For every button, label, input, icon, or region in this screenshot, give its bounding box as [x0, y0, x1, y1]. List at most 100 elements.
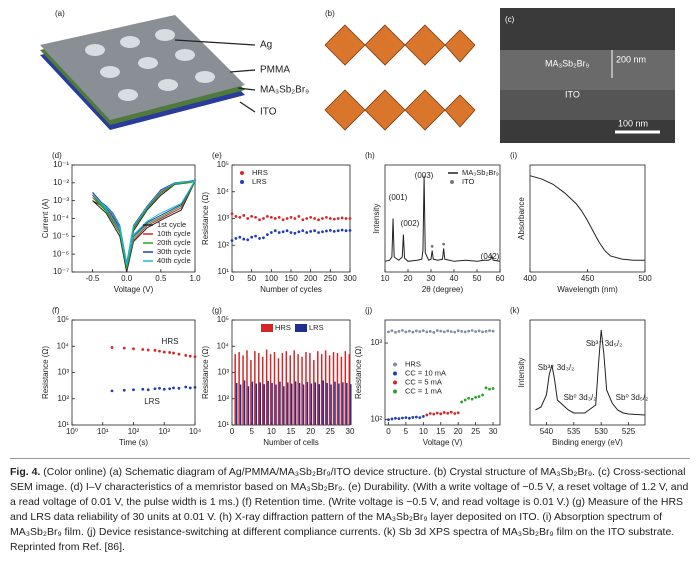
bar — [239, 384, 242, 425]
data-point — [488, 329, 491, 333]
x-tick-label: 25 — [471, 427, 480, 436]
data-point — [439, 329, 443, 333]
data-point — [177, 352, 181, 356]
data-point — [177, 386, 181, 390]
bar — [297, 354, 299, 425]
data-point — [387, 418, 390, 421]
data-point — [153, 387, 157, 391]
data-point — [266, 233, 269, 237]
series-line — [535, 329, 646, 416]
panel-label: (h) — [365, 151, 375, 160]
data-point — [184, 385, 188, 389]
data-point — [258, 218, 261, 222]
y-tick-label: 10⁻⁷ — [53, 267, 69, 276]
data-point — [463, 398, 467, 402]
bar — [340, 356, 343, 425]
y-tick-label: 10³ — [217, 368, 229, 377]
data-point — [141, 387, 145, 391]
y-axis-label: Resistance (Ω) — [201, 192, 210, 245]
data-point — [110, 346, 114, 349]
caption: Fig. 4. (Color online) (a) Schematic dia… — [10, 458, 690, 555]
layer-label: MA₃Sb₂Br₉ — [260, 85, 309, 96]
data-point — [281, 218, 285, 222]
data-point — [122, 388, 126, 392]
x-tick-label: 100 — [265, 274, 279, 283]
data-point — [188, 386, 192, 390]
data-point — [449, 410, 453, 414]
y-tick-label: 10⁻⁴ — [52, 214, 69, 223]
y-tick-label: 10² — [57, 394, 69, 403]
data-point — [305, 217, 309, 220]
x-tick-label: 20 — [454, 427, 463, 436]
data-point — [162, 350, 166, 354]
x-tick-label: 60 — [496, 274, 505, 283]
bar — [332, 352, 335, 425]
bar — [320, 354, 323, 425]
legend-label: 20th cycle — [157, 238, 191, 247]
bar — [338, 383, 340, 425]
y-tick-label: 10¹ — [57, 420, 69, 429]
data-point — [153, 348, 157, 352]
legend-label: CC = 1 mA — [405, 386, 442, 395]
legend-label: 10th cycle — [157, 229, 191, 238]
y-tick-label: 10¹ — [217, 420, 229, 429]
data-point — [439, 412, 443, 416]
y-tick-label: 10⁵ — [57, 315, 69, 324]
data-point — [230, 239, 234, 242]
bar — [285, 351, 288, 425]
bar — [281, 353, 284, 425]
bar — [234, 354, 236, 425]
data-point — [262, 236, 265, 240]
x-tick-label: 10 — [381, 274, 390, 283]
data-point — [277, 231, 281, 234]
legend-label: MA₃Sb₂Br₉ — [462, 168, 499, 177]
annotation: (002) — [401, 219, 420, 228]
bar — [242, 355, 244, 425]
x-tick-label: 450 — [581, 274, 595, 283]
bar — [318, 384, 321, 425]
bar — [246, 350, 248, 425]
data-point — [491, 329, 495, 333]
x-tick-label: 10⁰ — [66, 427, 78, 436]
x-tick-label: 500 — [638, 274, 652, 283]
x-tick-label: 25 — [326, 427, 335, 436]
y-tick-label: 10¹ — [217, 267, 229, 276]
data-point — [435, 329, 439, 332]
bar — [291, 383, 293, 425]
layer-label: PMMA — [260, 65, 290, 76]
y-tick-label: 10³ — [370, 338, 382, 347]
bar — [302, 384, 305, 425]
data-point — [285, 217, 289, 220]
data-point — [397, 329, 401, 333]
y-axis-label: Resistance (Ω) — [201, 346, 210, 399]
data-point — [146, 388, 150, 392]
data-point — [172, 386, 175, 390]
y-tick-label: 10⁻⁵ — [53, 231, 69, 240]
data-point — [305, 231, 309, 234]
layer-label: ITO — [565, 89, 580, 99]
data-point — [289, 215, 293, 219]
data-point — [293, 231, 297, 235]
bar — [243, 380, 246, 425]
data-point — [132, 388, 135, 392]
x-tick-label: 5 — [404, 427, 409, 436]
bar — [289, 355, 291, 425]
data-point — [453, 412, 457, 415]
data-point — [467, 396, 471, 400]
legend-label: LRS — [309, 323, 324, 332]
y-tick-label: 10² — [217, 240, 229, 249]
bar — [342, 382, 344, 425]
data-point — [407, 329, 411, 333]
data-point — [470, 329, 474, 332]
data-point — [430, 244, 434, 248]
data-point — [262, 217, 265, 220]
x-tick-label: 10 — [267, 427, 276, 436]
x-tick-label: 15 — [436, 427, 445, 436]
bar — [350, 384, 352, 425]
annotation: (042) — [481, 252, 500, 261]
legend-label: LRS — [252, 177, 267, 186]
figure: (a) Ag PMMA MA₃Sb₂Br₉ ITO (b) (c) MA₃Sb₂… — [40, 8, 675, 447]
bar — [250, 359, 252, 425]
bar — [336, 353, 339, 425]
panel-label: (b) — [325, 9, 335, 18]
